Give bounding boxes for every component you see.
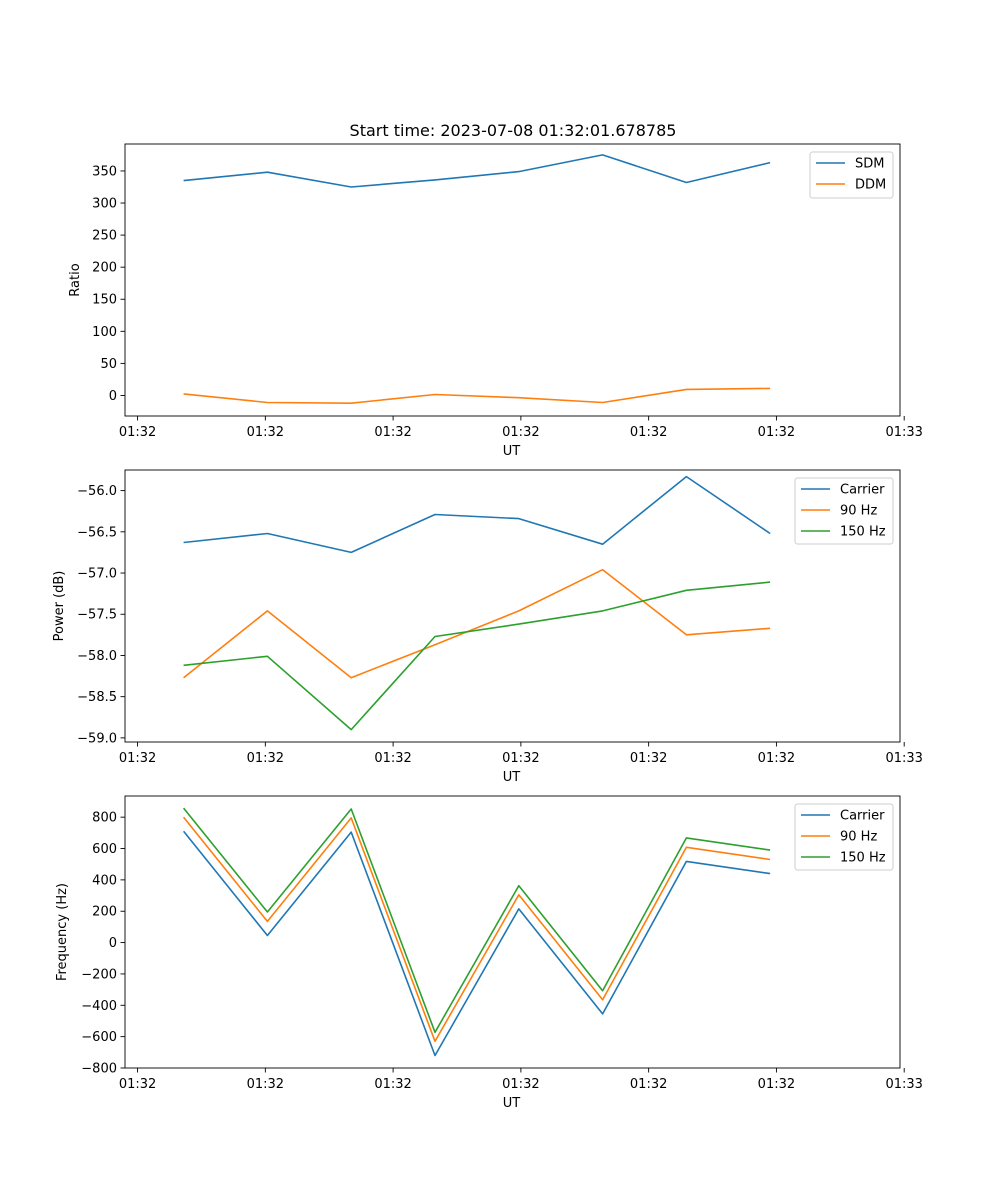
frequency-legend-label-150-hz: 150 Hz (840, 851, 886, 866)
ratio-series-ddm-line (183, 387, 771, 405)
ratio-y-tick-label: 0 (109, 389, 117, 404)
ratio-y-tick-label: 350 (92, 164, 117, 179)
frequency-axes-frame (124, 795, 901, 1069)
power-y-tick-label: −57.0 (77, 567, 117, 582)
frequency-x-tick-label: 01:33 (885, 1077, 922, 1092)
ratio-x-tick-label: 01:32 (630, 425, 667, 440)
frequency-y-tick-label: −400 (81, 999, 117, 1014)
frequency-y-axis-label: Frequency (Hz) (55, 883, 70, 981)
frequency-panel: 01:32 01:32 01:32 01:32 01:32 01:32 01:33 −800 −… (55, 795, 923, 1111)
ratio-y-tick-label: 100 (92, 325, 117, 340)
frequency-y-tick-label: 600 (92, 842, 117, 857)
ratio-x-axis-label: UT (503, 444, 521, 459)
power-legend-label-carrier: Carrier (840, 483, 885, 498)
ratio-plot-area (125, 144, 900, 416)
frequency-legend-label-90-hz: 90 Hz (840, 830, 877, 845)
ratio-panel: 01:32 01:32 01:32 01:32 01:32 01:32 01:33 0 50 10… (68, 143, 923, 459)
power-y-tick-label: −59.0 (77, 731, 117, 746)
ratio-y-tick-label: 250 (92, 229, 117, 244)
power-x-tick-label: 01:32 (758, 751, 795, 766)
power-legend-label-90-hz: 90 Hz (840, 504, 877, 519)
power-x-tick-label: 01:32 (247, 751, 284, 766)
frequency-x-tick-label: 01:32 (374, 1077, 411, 1092)
power-legend (794, 477, 894, 545)
ratio-legend-label-sdm: SDM (855, 157, 884, 172)
ratio-axes-frame (124, 143, 901, 417)
ratio-x-tick-label: 01:33 (885, 425, 922, 440)
ratio-x-tick-label: 01:32 (119, 425, 156, 440)
frequency-legend (794, 803, 894, 871)
power-y-tick-label: −56.5 (77, 525, 117, 540)
power-legend-label-150-hz: 150 Hz (840, 525, 886, 540)
power-x-tick-label: 01:32 (119, 751, 156, 766)
ratio-y-axis-label: Ratio (68, 263, 83, 296)
ratio-x-tick-label: 01:32 (758, 425, 795, 440)
frequency-y-tick-label: −800 (81, 1062, 117, 1077)
frequency-x-tick-label: 01:32 (119, 1077, 156, 1092)
frequency-series-carrier-line (182, 830, 771, 1057)
frequency-y-tick-label: −200 (81, 967, 117, 982)
power-x-tick-label: 01:32 (502, 751, 539, 766)
power-y-tick-label: −58.5 (77, 690, 117, 705)
power-series-150-hz-line (183, 581, 771, 731)
ratio-x-tick-label: 01:32 (374, 425, 411, 440)
ratio-legend-label-ddm: DDM (855, 178, 886, 193)
power-x-tick-label: 01:33 (885, 751, 922, 766)
frequency-series-150-hz-line (182, 807, 771, 1034)
frequency-y-tick-label: 800 (92, 811, 117, 826)
frequency-x-axis-label: UT (503, 1096, 521, 1111)
frequency-y-tick-label: 200 (92, 905, 117, 920)
power-plot-area (125, 470, 900, 742)
ratio-y-tick-label: 50 (100, 357, 117, 372)
frequency-series-90-hz-line (182, 816, 771, 1043)
power-x-tick-label: 01:32 (374, 751, 411, 766)
frequency-y-tick-label: −600 (81, 1030, 117, 1045)
ratio-y-tick-label: 300 (92, 197, 117, 212)
power-axes-frame (124, 469, 901, 743)
frequency-x-tick-label: 01:32 (502, 1077, 539, 1092)
figure-title: Start time: 2023-07-08 01:32:01.678785 (350, 121, 677, 140)
ratio-y-tick-label: 150 (92, 293, 117, 308)
power-y-tick-label: −56.0 (77, 484, 117, 499)
power-panel: 01:32 01:32 01:32 01:32 01:32 01:32 01:33 −59.0… (52, 469, 923, 785)
power-x-tick-label: 01:32 (630, 751, 667, 766)
ratio-x-tick-label: 01:32 (247, 425, 284, 440)
frequency-y-tick-label: 0 (109, 936, 117, 951)
power-series-90-hz-line (183, 568, 771, 679)
power-x-axis-label: UT (503, 770, 521, 785)
frequency-x-tick-label: 01:32 (758, 1077, 795, 1092)
power-series-carrier-line (183, 475, 771, 554)
ratio-series-sdm-line (183, 154, 771, 188)
power-y-axis-label: Power (dB) (52, 571, 67, 642)
ratio-y-tick-label: 200 (92, 261, 117, 276)
frequency-x-tick-label: 01:32 (630, 1077, 667, 1092)
power-y-tick-label: −58.0 (77, 649, 117, 664)
frequency-y-tick-label: 400 (92, 873, 117, 888)
frequency-plot-area (125, 796, 900, 1068)
frequency-legend-label-carrier: Carrier (840, 809, 885, 824)
power-y-tick-label: −57.5 (77, 608, 117, 623)
ratio-x-tick-label: 01:32 (502, 425, 539, 440)
frequency-x-tick-label: 01:32 (247, 1077, 284, 1092)
